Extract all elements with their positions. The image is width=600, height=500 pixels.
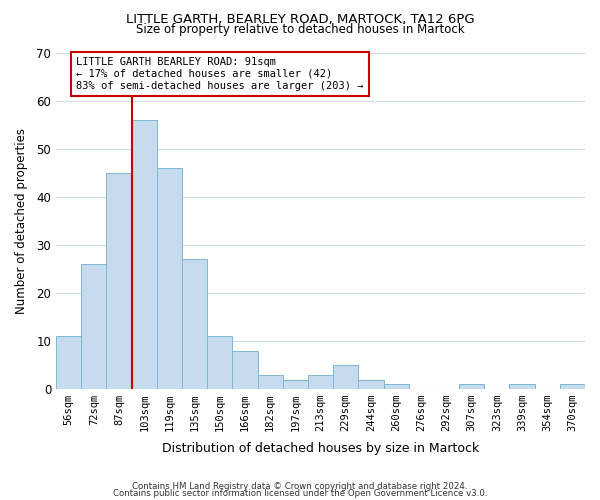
- Bar: [157, 168, 182, 389]
- Bar: [283, 380, 308, 389]
- Text: Contains HM Land Registry data © Crown copyright and database right 2024.: Contains HM Land Registry data © Crown c…: [132, 482, 468, 491]
- Text: LITTLE GARTH, BEARLEY ROAD, MARTOCK, TA12 6PG: LITTLE GARTH, BEARLEY ROAD, MARTOCK, TA1…: [125, 12, 475, 26]
- Text: LITTLE GARTH BEARLEY ROAD: 91sqm
← 17% of detached houses are smaller (42)
83% o: LITTLE GARTH BEARLEY ROAD: 91sqm ← 17% o…: [76, 58, 364, 90]
- Y-axis label: Number of detached properties: Number of detached properties: [15, 128, 28, 314]
- Bar: [358, 380, 383, 389]
- Bar: [459, 384, 484, 389]
- Bar: [257, 375, 283, 389]
- Bar: [232, 350, 257, 389]
- Bar: [333, 365, 358, 389]
- Bar: [560, 384, 585, 389]
- Text: Contains public sector information licensed under the Open Government Licence v3: Contains public sector information licen…: [113, 490, 487, 498]
- Bar: [509, 384, 535, 389]
- Bar: [106, 173, 131, 389]
- Bar: [56, 336, 81, 389]
- Bar: [131, 120, 157, 389]
- Bar: [182, 260, 207, 389]
- Bar: [207, 336, 232, 389]
- Bar: [308, 375, 333, 389]
- Bar: [383, 384, 409, 389]
- X-axis label: Distribution of detached houses by size in Martock: Distribution of detached houses by size …: [162, 442, 479, 455]
- Bar: [81, 264, 106, 389]
- Text: Size of property relative to detached houses in Martock: Size of property relative to detached ho…: [136, 22, 464, 36]
